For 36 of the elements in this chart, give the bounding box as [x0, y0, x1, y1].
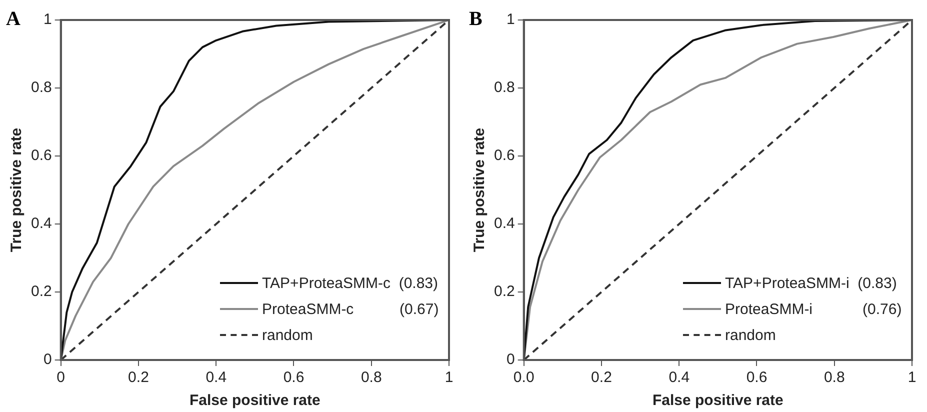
legend-label: TAP+ProteaSMM-i (0.83) — [725, 274, 897, 292]
y-tick-label: 0.8 — [30, 79, 52, 96]
x-tick-label: 1 — [908, 369, 916, 386]
x-axis-title: False positive rate — [652, 392, 784, 410]
x-axis-title: False positive rate — [189, 392, 320, 410]
y-tick-label: 0.2 — [494, 283, 515, 300]
x-tick-label: 0.6 — [283, 369, 304, 386]
x-tick-label: 1 — [444, 369, 454, 386]
legend-label: ProteaSMM-c (0.67) — [262, 300, 439, 318]
y-tick-label: 1 — [44, 11, 52, 28]
y-tick-label: 0 — [506, 351, 515, 368]
y-tick-label: 0.6 — [494, 147, 515, 164]
x-tick-label: 0.6 — [746, 369, 768, 386]
x-tick-label: 0.4 — [206, 369, 227, 386]
x-tick-label: 0 — [56, 369, 66, 386]
legend-label: random — [725, 326, 776, 344]
legend-label: TAP+ProteaSMM-c (0.83) — [262, 274, 438, 292]
y-tick-label: 0 — [44, 351, 52, 368]
x-tick-label: 0.0 — [513, 369, 534, 386]
y-tick-label: 0.6 — [30, 147, 52, 164]
x-tick-label: 0.2 — [128, 369, 149, 386]
x-tick-label: 0.8 — [360, 369, 382, 386]
y-tick-label: 0.2 — [30, 283, 52, 300]
y-axis-title: True positive rate — [8, 128, 26, 252]
y-tick-label: 1 — [506, 11, 515, 28]
y-axis-title: True positive rate — [471, 128, 488, 252]
y-tick-label: 0.8 — [494, 79, 515, 96]
x-tick-label: 0.4 — [668, 369, 690, 386]
y-tick-label: 0.4 — [30, 215, 52, 232]
y-tick-label: 0.4 — [494, 215, 515, 232]
chart-title: B — [469, 8, 482, 31]
legend-label: ProteaSMM-i (0.76) — [725, 300, 902, 318]
x-tick-label: 0.8 — [824, 369, 845, 386]
chart-title: A — [6, 8, 20, 31]
x-tick-label: 0.2 — [591, 369, 612, 386]
legend-label: random — [262, 326, 313, 344]
